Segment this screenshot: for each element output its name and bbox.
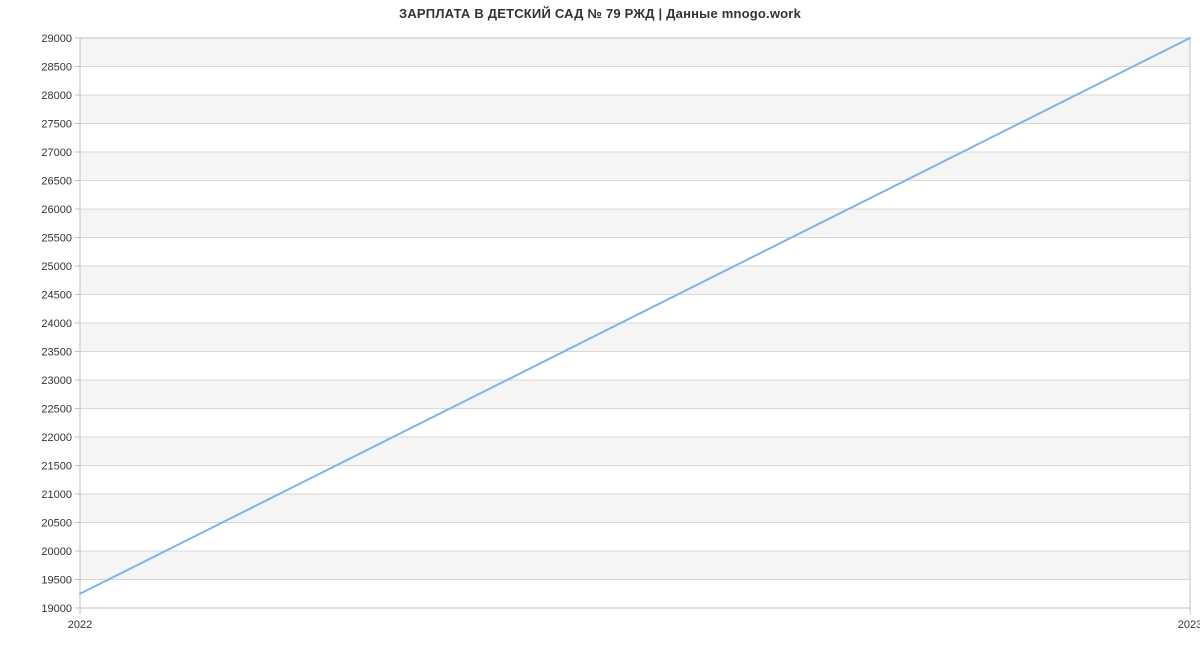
y-tick-label: 20000: [41, 546, 72, 558]
chart-container: ЗАРПЛАТА В ДЕТСКИЙ САД № 79 РЖД | Данные…: [0, 0, 1200, 650]
y-tick-label: 26500: [41, 176, 72, 188]
y-tick-label: 25500: [41, 233, 72, 245]
y-tick-label: 22500: [41, 404, 72, 416]
x-tick-label: 2022: [68, 619, 92, 631]
y-tick-label: 23500: [41, 347, 72, 359]
y-tick-label: 27500: [41, 119, 72, 131]
y-tick-label: 21000: [41, 489, 72, 501]
y-tick-label: 19000: [41, 603, 72, 615]
y-tick-label: 22000: [41, 432, 72, 444]
y-tick-label: 25000: [41, 261, 72, 273]
chart-title: ЗАРПЛАТА В ДЕТСКИЙ САД № 79 РЖД | Данные…: [0, 6, 1200, 21]
y-tick-label: 19500: [41, 575, 72, 587]
y-tick-label: 26000: [41, 204, 72, 216]
y-tick-label: 29000: [41, 33, 72, 45]
y-tick-label: 27000: [41, 147, 72, 159]
y-tick-label: 20500: [41, 518, 72, 530]
y-tick-label: 24000: [41, 318, 72, 330]
y-tick-label: 28000: [41, 90, 72, 102]
chart-svg: 19000 19500 20000 20500 21000 21500 22000 22500…: [0, 0, 1200, 650]
y-tick-label: 24500: [41, 290, 72, 302]
y-tick-label: 28500: [41, 62, 72, 74]
x-tick-label: 2023: [1178, 619, 1200, 631]
y-tick-label: 23000: [41, 375, 72, 387]
y-tick-label: 21500: [41, 461, 72, 473]
